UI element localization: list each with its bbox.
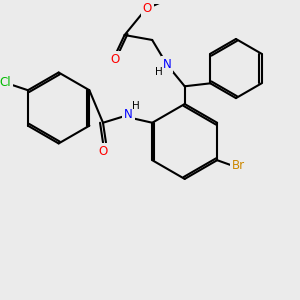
Text: H: H bbox=[132, 101, 140, 111]
Text: N: N bbox=[163, 58, 171, 71]
Text: H: H bbox=[155, 68, 163, 77]
Text: O: O bbox=[98, 145, 108, 158]
Text: Br: Br bbox=[232, 159, 245, 172]
Text: Cl: Cl bbox=[0, 76, 11, 89]
Text: N: N bbox=[124, 108, 133, 122]
Text: O: O bbox=[142, 2, 152, 15]
Text: O: O bbox=[110, 53, 119, 66]
